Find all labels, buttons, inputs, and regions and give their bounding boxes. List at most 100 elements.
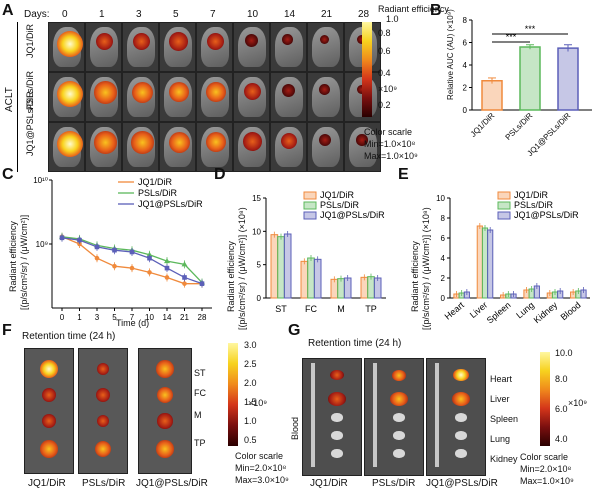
panel-g-organ-1: Liver	[490, 394, 510, 404]
point	[164, 265, 170, 271]
mouse-image-r0-d14	[270, 22, 307, 72]
tissue-signal	[156, 386, 174, 404]
colorbar-f-scale-title: Color scarle	[235, 451, 284, 461]
point	[129, 265, 135, 271]
point	[94, 244, 100, 250]
panel-g-image-2	[426, 358, 486, 476]
fluorescence-signal	[132, 32, 151, 51]
bar-ST-0	[270, 234, 279, 299]
fluorescence-signal	[131, 131, 154, 154]
colorbar-a-max: Max=1.0×10⁹	[364, 151, 418, 161]
tissue-signal	[156, 440, 174, 458]
colorbar-f-max: Max=3.0×10⁹	[235, 475, 289, 485]
panel-g-image-1	[364, 358, 424, 476]
organ-signal	[331, 431, 343, 440]
colorbar-g	[540, 352, 550, 446]
colorbar-a-tick-3: 0.4	[378, 68, 391, 78]
x-tick-label-1: FC	[305, 304, 317, 314]
mouse-body	[311, 26, 340, 68]
fluorescence-signal	[280, 132, 298, 150]
x-tick-label-0: JQ1/DiR	[469, 111, 497, 139]
y-tick-label: 15	[252, 194, 261, 203]
point	[181, 261, 188, 267]
mouse-image-r1-d0	[48, 72, 85, 122]
bar-TP-1	[367, 276, 375, 299]
fluorescence-signal	[356, 84, 367, 95]
panel-g-organ-0: Heart	[490, 374, 513, 384]
fluorescence-signal	[243, 82, 261, 100]
day-label-21: 21	[321, 9, 333, 20]
panel-f-organ-2: M	[194, 410, 202, 420]
mouse-image-r1-d10	[233, 72, 270, 122]
x-tick-label-2: Spleen	[485, 300, 513, 326]
day-label-28: 28	[358, 9, 370, 20]
y-tick-label: 8	[463, 16, 468, 25]
colorbar-g-tick-1: 8.0	[555, 374, 568, 384]
mouse-image-r1-d14	[270, 72, 307, 122]
mouse-image-r2-d5	[159, 122, 196, 172]
y-tick-label: 10⁹	[36, 240, 48, 249]
y-tick-label: 6	[463, 39, 468, 48]
point	[112, 247, 117, 253]
fluorescence-signal	[356, 134, 368, 146]
colorbar-g-tick-0: 10.0	[555, 348, 573, 358]
legend-label-0: JQ1/DiR	[320, 190, 355, 200]
mouse-image-r2-d28	[344, 122, 381, 172]
x-tick-label-4: Kidney	[532, 300, 560, 326]
organ-signal	[330, 370, 344, 381]
mouse-image-r2-d7	[196, 122, 233, 172]
fluorescence-signal	[356, 34, 367, 45]
y-tick-label: 4	[441, 254, 446, 263]
colorbar-a-title: Radiant efficiency	[378, 4, 449, 14]
legend-swatch	[497, 201, 511, 210]
tissue-signal	[42, 388, 56, 402]
chart-b-ylabel: Relative AUC (AU) (×10⁹)	[446, 9, 455, 100]
sig-star-1: ***	[525, 24, 536, 34]
organ-signal	[452, 392, 470, 406]
legend-swatch	[303, 211, 317, 220]
row-label-0: JQ1/DiR	[25, 23, 35, 58]
organ-signal	[393, 449, 405, 458]
mouse-image-r1-d3	[122, 72, 159, 122]
fluorescence-signal	[282, 34, 293, 45]
organ-signal	[331, 413, 343, 422]
day-label-0: 0	[62, 9, 68, 20]
fluorescence-signal	[318, 133, 332, 147]
colorbar-g-tick-2: 6.0	[555, 404, 568, 414]
fluorescence-signal	[169, 32, 189, 52]
point	[147, 270, 152, 275]
panel-g-group-0: JQ1/DiR	[310, 478, 348, 489]
fluorescence-signal	[205, 131, 227, 153]
mouse-body	[311, 76, 340, 118]
fluorescence-signal	[319, 84, 330, 95]
x-tick-label: 7	[130, 313, 135, 322]
y-tick-label: 2	[463, 84, 468, 93]
bar-ST-2	[283, 233, 292, 299]
x-tick-label: 5	[112, 313, 117, 322]
organ-signal	[390, 392, 408, 406]
fluorescence-signal	[94, 81, 117, 104]
blood-tube	[373, 363, 377, 467]
colorbar-f	[228, 343, 238, 446]
y-tick-label: 6	[441, 234, 446, 243]
y-tick-label: 2	[441, 274, 446, 283]
panel-label-g: G	[288, 322, 301, 339]
y-tick-label: 10	[252, 227, 261, 236]
x-tick-label-3: TP	[365, 304, 377, 314]
colorbar-a-tick-1: 0.8	[378, 28, 391, 38]
tissue-signal	[39, 359, 59, 379]
colorbar-g-min: Min=2.0×10⁸	[520, 464, 572, 474]
bar-2	[557, 47, 579, 111]
y-tick-label: 10¹⁰	[33, 176, 48, 185]
tissue-signal	[96, 388, 110, 402]
y-tick-label: 0	[441, 294, 446, 303]
legend-label-1: PSLs/DiR	[138, 188, 178, 198]
panel-f-organ-0: ST	[194, 368, 206, 378]
panel-label-c: C	[2, 166, 14, 183]
legend-label-2: JQ1@PSLs/DiR	[320, 210, 385, 220]
bar-FC-2	[313, 258, 322, 299]
colorbar-a-unit: ×10⁹	[378, 84, 398, 94]
